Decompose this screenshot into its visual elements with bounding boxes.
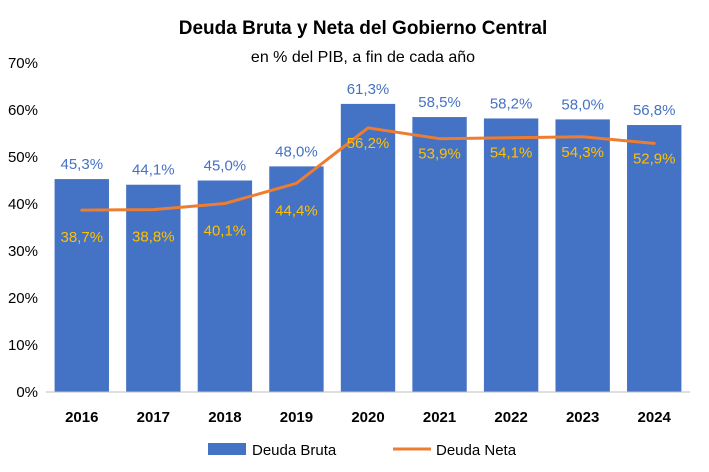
data-label-deuda-bruta-2023: 58,0% — [561, 96, 604, 113]
chart-subtitle: en % del PIB, a fin de cada año — [251, 49, 475, 66]
x-tick-label-2023: 2023 — [566, 409, 599, 426]
x-tick-label-2020: 2020 — [351, 409, 384, 426]
x-tick-label-2022: 2022 — [494, 409, 527, 426]
legend-label-deuda-neta: Deuda Neta — [436, 442, 517, 459]
data-label-deuda-bruta-2017: 44,1% — [132, 162, 175, 179]
line-deuda-neta — [80, 126, 656, 212]
bar-deuda-bruta-2016 — [54, 179, 109, 392]
y-tick-label: 60% — [8, 102, 38, 119]
legend-swatch-deuda-bruta — [208, 443, 246, 455]
data-label-deuda-bruta-2024: 56,8% — [633, 102, 676, 119]
data-label-deuda-bruta-2022: 58,2% — [490, 95, 533, 112]
data-label-deuda-neta-2021: 53,9% — [418, 146, 461, 163]
x-tick-label-2018: 2018 — [208, 409, 241, 426]
y-tick-label: 10% — [8, 337, 38, 354]
data-label-deuda-neta-2019: 44,4% — [275, 202, 318, 219]
data-label-deuda-neta-2016: 38,7% — [61, 229, 104, 246]
y-tick-label: 40% — [8, 196, 38, 213]
y-tick-label: 50% — [8, 149, 38, 166]
x-tick-label-2019: 2019 — [280, 409, 313, 426]
bar-deuda-bruta-2017 — [126, 184, 181, 392]
data-label-deuda-neta-2017: 38,8% — [132, 229, 175, 246]
data-label-deuda-neta-2023: 54,3% — [561, 144, 604, 161]
data-label-deuda-bruta-2018: 45,0% — [204, 158, 247, 175]
y-tick-label: 30% — [8, 243, 38, 260]
data-label-deuda-neta-2020: 56,2% — [347, 135, 390, 152]
y-tick-label: 0% — [16, 384, 38, 401]
data-label-deuda-neta-2018: 40,1% — [204, 223, 247, 240]
data-label-deuda-bruta-2016: 45,3% — [61, 156, 104, 173]
x-tick-label-2016: 2016 — [65, 409, 98, 426]
y-tick-label: 70% — [8, 55, 38, 72]
chart-title: Deuda Bruta y Neta del Gobierno Central — [179, 18, 547, 39]
data-label-deuda-neta-2024: 52,9% — [633, 150, 676, 167]
data-label-deuda-bruta-2021: 58,5% — [418, 94, 461, 111]
data-label-deuda-bruta-2020: 61,3% — [347, 81, 390, 98]
bar-deuda-bruta-2022 — [483, 118, 539, 393]
x-tick-label-2021: 2021 — [423, 409, 456, 426]
bar-deuda-bruta-2024 — [627, 125, 682, 392]
data-label-deuda-bruta-2019: 48,0% — [275, 143, 318, 160]
legend-label-deuda-bruta: Deuda Bruta — [252, 442, 337, 459]
y-tick-label: 20% — [8, 290, 38, 307]
x-tick-label-2024: 2024 — [638, 409, 672, 426]
bar-deuda-bruta-2019 — [269, 166, 324, 392]
x-tick-label-2017: 2017 — [137, 409, 170, 426]
bar-deuda-bruta-2018 — [197, 180, 253, 392]
bar-deuda-bruta-2023 — [555, 119, 610, 393]
legend: Deuda Bruta Deuda Neta — [208, 442, 517, 459]
plot-area: 0% 10% 20% 30% 40% 50% 60% 70% 2016 2017 2018 2019 2… — [8, 55, 690, 426]
bar-deuda-bruta-2021 — [412, 117, 467, 393]
bar-deuda-bruta-2020 — [340, 103, 396, 392]
data-label-deuda-neta-2022: 54,1% — [490, 145, 533, 162]
